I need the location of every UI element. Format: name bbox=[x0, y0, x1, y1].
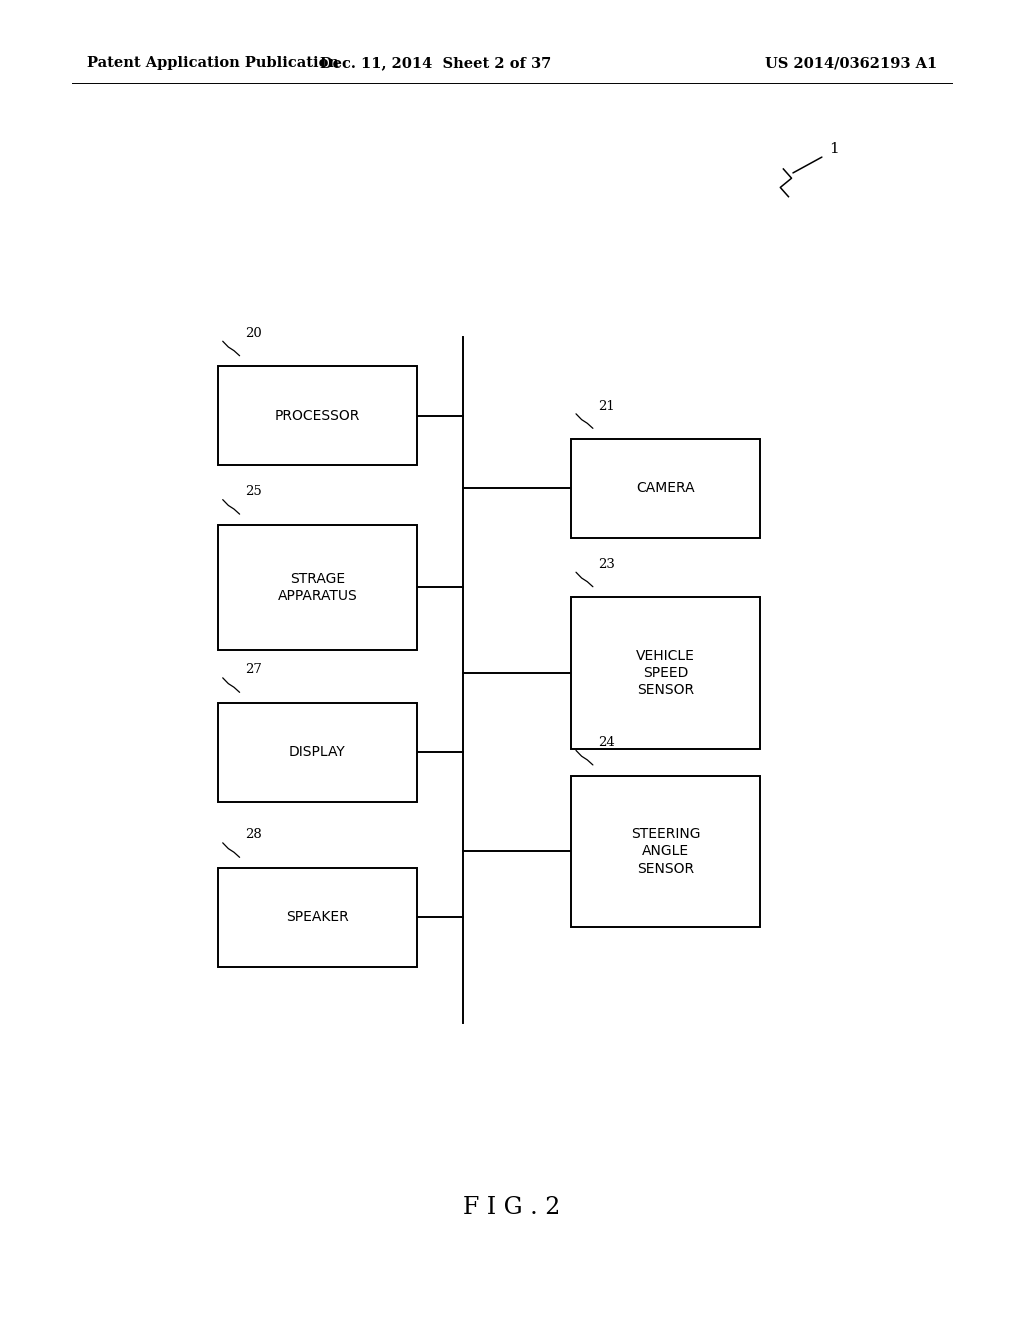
Text: CAMERA: CAMERA bbox=[636, 482, 695, 495]
Text: STEERING
ANGLE
SENSOR: STEERING ANGLE SENSOR bbox=[631, 828, 700, 875]
Text: 27: 27 bbox=[246, 664, 262, 676]
Bar bbox=[217, 524, 418, 649]
Text: F I G . 2: F I G . 2 bbox=[463, 1196, 561, 1220]
Text: 25: 25 bbox=[246, 486, 262, 498]
Text: PROCESSOR: PROCESSOR bbox=[274, 409, 360, 422]
Bar bbox=[217, 702, 418, 801]
Text: 23: 23 bbox=[598, 558, 615, 570]
Text: Patent Application Publication: Patent Application Publication bbox=[87, 57, 339, 70]
Bar bbox=[571, 438, 760, 539]
Text: SPEAKER: SPEAKER bbox=[286, 911, 349, 924]
Text: 28: 28 bbox=[246, 829, 262, 842]
Bar bbox=[217, 869, 418, 966]
Text: 24: 24 bbox=[598, 737, 615, 750]
Bar bbox=[571, 776, 760, 927]
Text: 21: 21 bbox=[598, 400, 615, 412]
Text: 1: 1 bbox=[829, 143, 840, 156]
Text: VEHICLE
SPEED
SENSOR: VEHICLE SPEED SENSOR bbox=[636, 649, 695, 697]
Text: US 2014/0362193 A1: US 2014/0362193 A1 bbox=[765, 57, 937, 70]
Text: STRAGE
APPARATUS: STRAGE APPARATUS bbox=[278, 572, 357, 603]
Bar bbox=[571, 597, 760, 750]
Text: DISPLAY: DISPLAY bbox=[289, 746, 346, 759]
Text: Dec. 11, 2014  Sheet 2 of 37: Dec. 11, 2014 Sheet 2 of 37 bbox=[319, 57, 551, 70]
Bar bbox=[217, 366, 418, 465]
Text: 20: 20 bbox=[246, 327, 262, 339]
